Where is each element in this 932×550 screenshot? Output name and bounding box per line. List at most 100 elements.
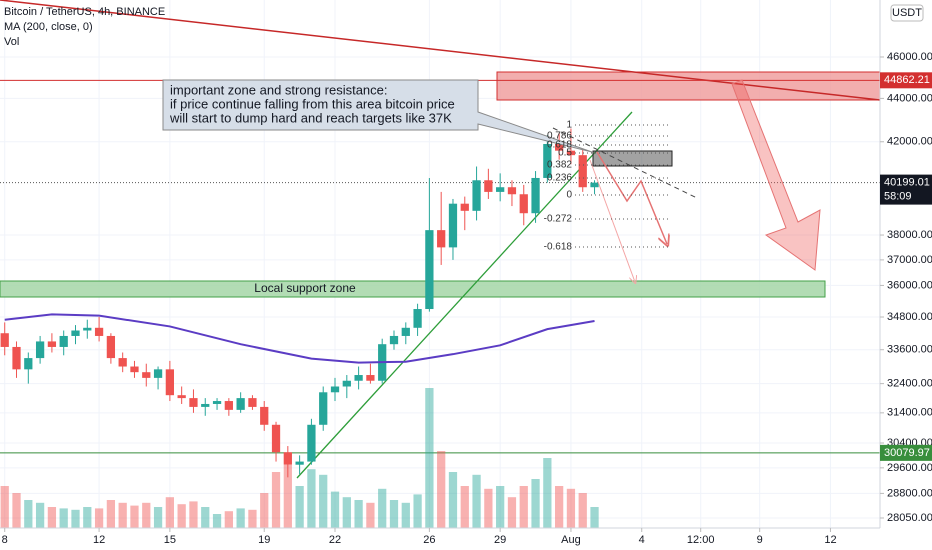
volume-bar: [0, 486, 9, 528]
annotation: important zone and strong resistance:if …: [169, 82, 455, 125]
volume-bar: [342, 497, 351, 528]
volume-bar: [590, 507, 599, 528]
candle-body: [271, 424, 281, 453]
volume-bar: [271, 472, 281, 528]
fib-label: 0.786: [547, 131, 572, 142]
volume-bar: [389, 500, 399, 528]
volume-bar: [531, 479, 540, 528]
x-tick-label: 12: [824, 534, 836, 546]
candle-body: [366, 375, 375, 381]
candle-body: [212, 401, 222, 404]
volume-bar: [118, 502, 127, 528]
candle-body: [142, 372, 151, 378]
x-tick-label: 15: [164, 534, 176, 546]
volume-bar: [130, 505, 139, 528]
y-tick-label: 34800.00: [887, 311, 932, 323]
candle-body: [248, 398, 257, 407]
candle-body: [519, 194, 528, 214]
volume-bar: [354, 500, 363, 528]
volume-bar: [189, 501, 198, 528]
candle-body: [130, 366, 139, 373]
candle-body: [401, 327, 410, 336]
currency-badge[interactable]: [890, 4, 924, 22]
candle-body: [578, 155, 587, 188]
y-tick-label: 29600.00: [887, 462, 932, 474]
y-tick-label: 44000.00: [887, 92, 932, 104]
price-badge: [880, 72, 932, 89]
candle-body: [330, 386, 340, 393]
y-tick-label: 33600.00: [887, 344, 932, 356]
volume-bar: [307, 469, 316, 528]
volume-bar: [12, 493, 21, 528]
volume-bar: [425, 388, 434, 528]
arrow: [596, 151, 667, 244]
volume-bar: [330, 491, 340, 528]
axes: 46000.00 44000.00 42000.00 38000.00 37000.00…: [2, 51, 932, 546]
annotation-line: important zone and strong resistance:: [170, 82, 388, 97]
volume-bar: [142, 502, 151, 528]
fib-label: 0.618: [547, 140, 572, 151]
y-tick-label: 38000.00: [887, 229, 932, 241]
volume-bar: [448, 472, 458, 528]
candle-body: [224, 401, 233, 410]
y-tick-label: 37000.00: [887, 254, 932, 266]
y-tick-label: 46000.00: [887, 51, 932, 63]
volume-bar: [507, 497, 517, 528]
drawings: [162, 79, 821, 282]
candle-body: [354, 375, 363, 381]
volume-bar: [543, 458, 552, 528]
y-tick-label: 31400.00: [887, 407, 932, 419]
volume-bar: [59, 508, 68, 528]
candle-body: [531, 177, 540, 214]
volume-label: Vol: [4, 36, 19, 48]
fib-label: -0.618: [544, 242, 573, 253]
countdown: 58:09: [884, 191, 912, 203]
volume-bar: [366, 502, 375, 528]
fib-label: 0.382: [547, 160, 572, 171]
volume-bar: [519, 486, 528, 528]
chart-title: Bitcoin / TetherUS, 4h, BINANCE: [4, 6, 165, 18]
x-tick-label: 19: [258, 534, 270, 546]
candle-body: [106, 335, 116, 359]
candle-body: [484, 180, 493, 192]
candle-body: [448, 203, 458, 248]
volume-bar: [47, 507, 57, 528]
candle-body: [165, 369, 174, 396]
candle-body: [94, 327, 104, 336]
fib-label: 0: [566, 190, 572, 201]
resistance-zone: [496, 71, 880, 101]
candle-body: [12, 346, 21, 370]
big-arrow: [731, 79, 821, 271]
candle-body: [0, 333, 9, 347]
volume: [0, 388, 599, 528]
annotation-line: will start to dump hard and reach target…: [169, 110, 452, 125]
volume-bar: [566, 488, 576, 528]
support-label: Local support zone: [254, 281, 356, 295]
moving-average: [4, 313, 595, 364]
y-tick-label: 32400.00: [887, 378, 932, 390]
volume-bar: [555, 486, 564, 528]
volume-bar: [94, 508, 104, 528]
volume-bar: [83, 507, 92, 528]
volume-bar: [460, 486, 469, 528]
candle-body: [496, 187, 505, 192]
candle-body: [590, 182, 599, 188]
volume-bar: [319, 474, 328, 528]
x-tick-label: 26: [423, 534, 435, 546]
price-badge-label: 44862.21: [884, 74, 930, 86]
last-price-badge: [880, 174, 932, 205]
currency[interactable]: USDT: [892, 7, 922, 19]
volume-bar: [283, 465, 292, 528]
volume-bar: [378, 488, 387, 528]
price-badge: [880, 444, 932, 461]
x-tick-label: 12:00: [687, 534, 715, 546]
candle-body: [307, 424, 316, 462]
candle-body: [35, 341, 45, 359]
x-tick-label: 29: [494, 534, 506, 546]
volume-bar: [472, 474, 481, 528]
volume-bar: [295, 486, 304, 528]
volume-bar: [106, 500, 116, 528]
volume-bar: [260, 493, 269, 528]
